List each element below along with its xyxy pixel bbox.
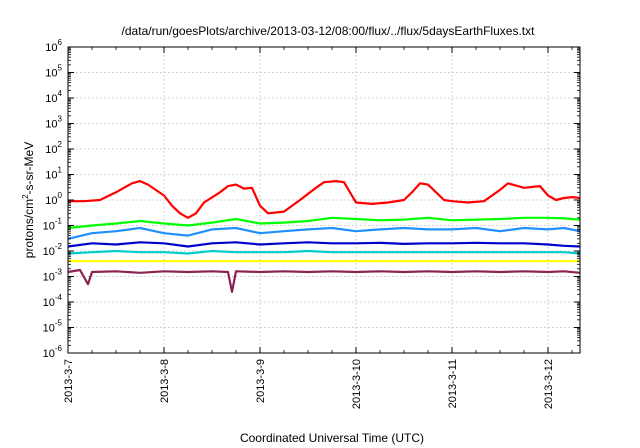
y-tick-label: 105	[45, 64, 62, 80]
y-tick-exponent: 2	[58, 140, 63, 149]
x-tick-label: 2013-3-11	[447, 359, 459, 408]
grid-lines	[67, 46, 580, 354]
y-tick-label: 10-6	[43, 344, 63, 360]
x-tick-label: 2013-3-12	[543, 359, 555, 409]
y-tick-exponent: -4	[55, 293, 63, 302]
y-tick-base: 10	[43, 348, 55, 360]
series-line-4	[67, 241, 581, 248]
y-tick-exponent: 0	[58, 191, 63, 200]
y-tick-exponent: -6	[55, 344, 63, 353]
y-tick-label: 10-4	[43, 293, 63, 309]
y-tick-base: 10	[45, 42, 57, 54]
series-line-7	[67, 268, 581, 293]
y-tick-exponent: -1	[55, 217, 63, 226]
y-tick-label: 10-3	[43, 268, 63, 284]
y-tick-base: 10	[43, 297, 55, 309]
y-axis-label-superscript: 2	[21, 194, 30, 199]
y-tick-base: 10	[45, 144, 57, 156]
y-tick-exponent: -3	[55, 268, 63, 277]
y-tick-base: 10	[45, 93, 57, 105]
y-tick-base: 10	[45, 119, 57, 131]
y-tick-base: 10	[45, 170, 57, 182]
y-tick-label: 100	[45, 191, 62, 207]
y-tick-label: 103	[45, 115, 62, 131]
y-tick-exponent: 1	[58, 166, 63, 175]
series-line-3	[67, 226, 581, 240]
y-tick-base: 10	[43, 246, 55, 258]
y-tick-base: 10	[45, 68, 57, 80]
y-tick-label: 101	[45, 166, 62, 182]
x-axis-label: Coordinated Universal Time (UTC)	[240, 431, 424, 445]
y-tick-exponent: 6	[58, 38, 63, 47]
chart-title: /data/run/goesPlots/archive/2013-03-12/0…	[122, 24, 536, 38]
y-axis-label: protons/cm2-s-sr-MeV	[21, 142, 36, 258]
series-lines	[67, 180, 581, 293]
y-tick-label: 10-5	[43, 319, 63, 335]
x-tick-label: 2013-3-7	[63, 359, 75, 403]
y-tick-base: 10	[43, 272, 55, 284]
y-tick-base: 10	[45, 195, 57, 207]
x-axis-ticks: 2013-3-7 2013-3-8 2013-3-9 2013-3-10 2013-3-…	[63, 47, 573, 409]
y-tick-base: 10	[43, 323, 55, 335]
series-line-5	[67, 249, 581, 255]
y-axis-label-units: -s-sr-MeV	[22, 142, 36, 195]
y-tick-base: 10	[43, 221, 55, 233]
y-tick-exponent: -2	[55, 242, 63, 251]
y-tick-exponent: 3	[58, 115, 63, 124]
y-tick-label: 106	[45, 38, 62, 54]
y-axis-ticks: 10610510410310210110010-110-210-310-410-…	[43, 38, 580, 360]
x-tick-label: 2013-3-10	[351, 359, 363, 409]
y-tick-label: 102	[45, 140, 62, 156]
x-tick-label: 2013-3-8	[159, 359, 171, 403]
y-tick-label: 104	[45, 89, 62, 105]
series-line-1	[68, 180, 581, 219]
x-tick-label: 2013-3-9	[255, 359, 267, 403]
series-line-2	[67, 216, 581, 230]
y-axis-label-base: protons/cm	[22, 199, 36, 258]
y-tick-label: 10-2	[43, 242, 63, 258]
y-tick-exponent: 4	[58, 89, 63, 98]
y-tick-exponent: 5	[58, 64, 63, 73]
y-tick-exponent: -5	[55, 319, 63, 328]
y-tick-label: 10-1	[43, 217, 63, 233]
